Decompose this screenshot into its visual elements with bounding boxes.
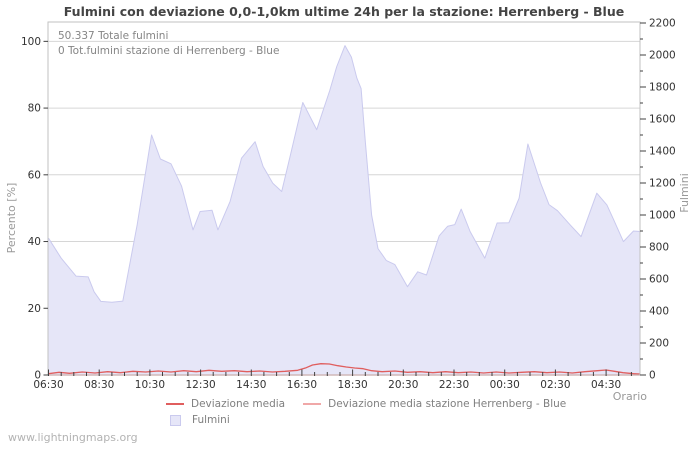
svg-text:800: 800 (649, 242, 669, 254)
annotation-station-fulmini: 0 Tot.fulmini stazione di Herrenberg - B… (58, 45, 279, 57)
chart-title: Fulmini con deviazione 0,0-1,0km ultime … (64, 4, 624, 19)
legend-label-fulmini: Fulmini (192, 414, 230, 426)
svg-text:12:30: 12:30 (185, 379, 215, 391)
chart-series (48, 45, 640, 376)
svg-text:0: 0 (34, 370, 41, 382)
svg-text:2200: 2200 (649, 18, 676, 30)
svg-text:600: 600 (649, 274, 669, 286)
svg-text:20: 20 (28, 303, 41, 315)
svg-text:2000: 2000 (649, 50, 676, 62)
legend-row-1: Deviazione media Deviazione media stazio… (166, 396, 584, 412)
deviation-line-swatch-icon (166, 403, 184, 405)
svg-text:14:30: 14:30 (236, 379, 266, 391)
x-axis-title: Orario (613, 390, 648, 403)
svg-text:80: 80 (28, 103, 41, 115)
svg-text:06:30: 06:30 (33, 379, 63, 391)
station-line-swatch-icon (303, 403, 322, 405)
svg-text:02:30: 02:30 (540, 379, 570, 391)
legend-row-2: Fulmini (166, 412, 584, 428)
tick-labels: 0204060801000200400600800100012001400160… (21, 18, 676, 392)
watermark: www.lightningmaps.org (8, 431, 138, 444)
svg-text:0: 0 (649, 370, 656, 382)
chart-legend: Deviazione media Deviazione media stazio… (166, 396, 584, 428)
svg-text:16:30: 16:30 (287, 379, 317, 391)
svg-text:1800: 1800 (649, 82, 676, 94)
svg-text:10:30: 10:30 (135, 379, 165, 391)
svg-text:200: 200 (649, 338, 669, 350)
svg-text:1000: 1000 (649, 210, 676, 222)
svg-text:04:30: 04:30 (591, 379, 621, 391)
svg-text:1200: 1200 (649, 178, 676, 190)
svg-text:18:30: 18:30 (337, 379, 367, 391)
svg-text:22:30: 22:30 (439, 379, 469, 391)
legend-label-station-deviation: Deviazione media stazione Herrenberg - B… (328, 398, 567, 410)
svg-text:40: 40 (28, 236, 41, 248)
svg-text:400: 400 (649, 306, 669, 318)
svg-text:08:30: 08:30 (84, 379, 114, 391)
legend-label-deviation: Deviazione media (191, 398, 286, 410)
svg-text:100: 100 (21, 36, 41, 48)
svg-text:1600: 1600 (649, 114, 676, 126)
legend-item-station-deviation: Deviazione media stazione Herrenberg - B… (303, 396, 566, 412)
legend-item-deviation: Deviazione media (166, 396, 285, 412)
left-axis-title: Percento [%] (5, 183, 18, 254)
svg-text:60: 60 (28, 169, 41, 181)
right-axis-title: Fulmini (678, 173, 691, 213)
svg-text:00:30: 00:30 (490, 379, 520, 391)
axes (43, 21, 646, 376)
legend-item-fulmini: Fulmini (166, 412, 230, 428)
fulmini-area-swatch-icon (170, 414, 181, 426)
svg-text:1400: 1400 (649, 146, 676, 158)
svg-text:20:30: 20:30 (388, 379, 418, 391)
annotation-total-fulmini: 50.337 Totale fulmini (58, 30, 168, 42)
